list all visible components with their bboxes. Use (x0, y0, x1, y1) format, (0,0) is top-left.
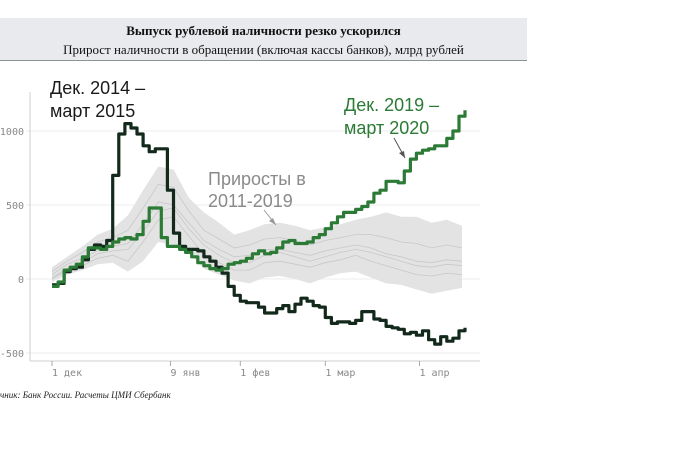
band-line (51, 207, 463, 278)
annotation-2019-arrowhead (399, 151, 405, 158)
x-tick-label: 1 мар (325, 368, 355, 379)
annotation-2014-line2: март 2015 (50, 101, 135, 121)
band-area (52, 166, 462, 294)
annotation-band-line2: 2011-2019 (208, 191, 293, 211)
annotation-2019-line1: Дек. 2019 – (344, 95, 439, 115)
x-tick-label: 1 фев (240, 367, 270, 379)
x-tick-label: 1 дек (52, 368, 82, 379)
annotation-band-arrowhead (269, 218, 276, 225)
y-tick-label: 500 (6, 201, 24, 212)
y-tick-label: 1000 (0, 127, 24, 138)
chart-subtitle: Прирост наличности в обращении (включая … (63, 42, 464, 57)
annotation-2019: Дек. 2019 – март 2020 (344, 95, 439, 159)
chart-header: Выпуск рублевой наличности резко ускорил… (0, 18, 527, 61)
x-tick-label: 1 апр (419, 368, 449, 379)
chart-title: Выпуск рублевой наличности резко ускорил… (126, 23, 401, 38)
annotation-band: Приросты в 2011-2019 (208, 169, 306, 226)
x-tick-label: 9 янв (170, 368, 200, 379)
series-2014-line (52, 121, 467, 346)
annotation-2014: Дек. 2014 – март 2015 (50, 78, 145, 121)
band-line (51, 216, 463, 280)
y-tick-label: -500 (0, 349, 24, 360)
annotation-2019-line2: март 2020 (344, 118, 429, 138)
band-2011-2019 (51, 166, 463, 294)
annotation-band-line1: Приросты в (208, 169, 306, 189)
series-lines (52, 110, 467, 346)
axes (29, 92, 480, 366)
band-line (51, 183, 463, 272)
source-note: чник: Банк России. Расчеты ЦМИ Сбербанк (0, 390, 171, 400)
tick-labels: 1000 500 0 -500 1 дек 9 янв 1 фев 1 мар 1 апр (0, 127, 450, 379)
series-2019-line (52, 110, 467, 288)
y-tick-label: 0 (18, 275, 24, 286)
annotation-2014-line1: Дек. 2014 – (50, 78, 145, 98)
